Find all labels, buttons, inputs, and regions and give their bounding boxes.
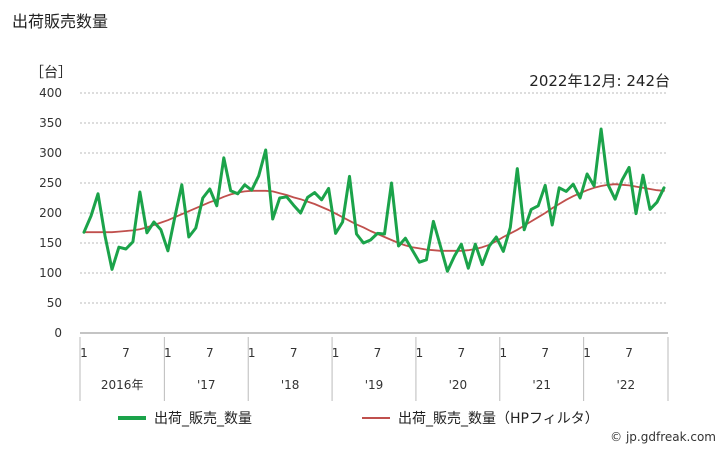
year-label: 2016年 — [101, 378, 144, 392]
legend-label-trend: 出荷_販売_数量（HPフィルタ） — [398, 411, 599, 427]
x-tick-label: 1 — [583, 346, 591, 360]
sales-line — [82, 127, 666, 273]
x-tick-label: 7 — [290, 346, 298, 360]
grid-lines — [80, 92, 668, 334]
y-tick-label: 0 — [54, 326, 62, 340]
x-tick-label: 7 — [625, 346, 633, 360]
y-axis-ticks: 0 50 100 150 200 250 300 350 400 — [39, 86, 62, 340]
y-tick-label: 150 — [39, 236, 62, 250]
x-tick-label: 1 — [248, 346, 256, 360]
y-tick-label: 100 — [39, 266, 62, 280]
y-tick-label: 200 — [39, 206, 62, 220]
x-tick-label: 7 — [458, 346, 466, 360]
credit-text: © jp.gdfreak.com — [610, 430, 716, 444]
x-tick-label: 1 — [164, 346, 172, 360]
x-tick-label: 1 — [332, 346, 340, 360]
trend-line — [83, 183, 665, 252]
chart-title: 出荷販売数量 — [12, 12, 109, 31]
x-tick-label: 7 — [122, 346, 130, 360]
year-label: '20 — [449, 378, 468, 392]
y-tick-label: 250 — [39, 176, 62, 190]
year-label: '18 — [281, 378, 300, 392]
y-tick-label: 350 — [39, 116, 62, 130]
x-axis: 1 7 1 7 1 7 1 7 1 7 1 7 1 7 2016年 '17 '18 '19 '20 '21 '22 — [79, 332, 669, 401]
x-tick-label: 7 — [374, 346, 382, 360]
legend-item-trend: 出荷_販売_数量（HPフィルタ） — [362, 408, 599, 428]
year-label: '19 — [365, 378, 384, 392]
x-tick-label: 1 — [499, 346, 507, 360]
y-tick-label: 400 — [39, 86, 62, 100]
latest-value-label: 2022年12月: 242台 — [529, 72, 670, 90]
series-lines — [82, 127, 666, 273]
legend-label-series: 出荷_販売_数量 — [154, 411, 252, 427]
x-tick-label: 7 — [206, 346, 214, 360]
legend-swatch-trend — [362, 417, 390, 419]
y-tick-label: 50 — [47, 296, 62, 310]
x-tick-label: 1 — [416, 346, 424, 360]
year-label: '22 — [617, 378, 636, 392]
y-axis-unit: ［台］ — [30, 65, 72, 81]
year-label: '21 — [532, 378, 551, 392]
legend-item-series: 出荷_販売_数量 — [118, 408, 252, 428]
y-tick-label: 300 — [39, 146, 62, 160]
x-tick-label: 7 — [541, 346, 549, 360]
x-tick-label: 1 — [80, 346, 88, 360]
legend-swatch-series — [118, 416, 146, 420]
year-label: '17 — [197, 378, 216, 392]
